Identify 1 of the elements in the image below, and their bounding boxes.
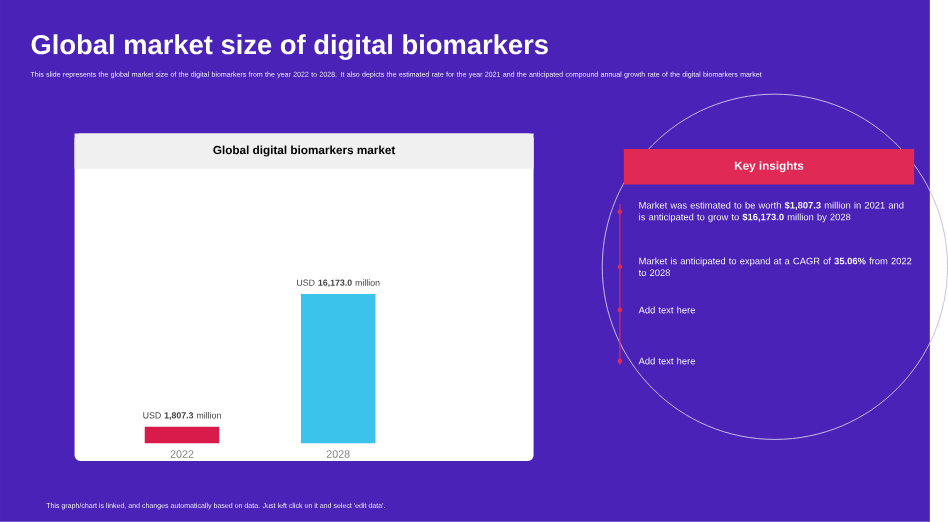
text: Global market size of digital biomarkers [31, 34, 548, 60]
